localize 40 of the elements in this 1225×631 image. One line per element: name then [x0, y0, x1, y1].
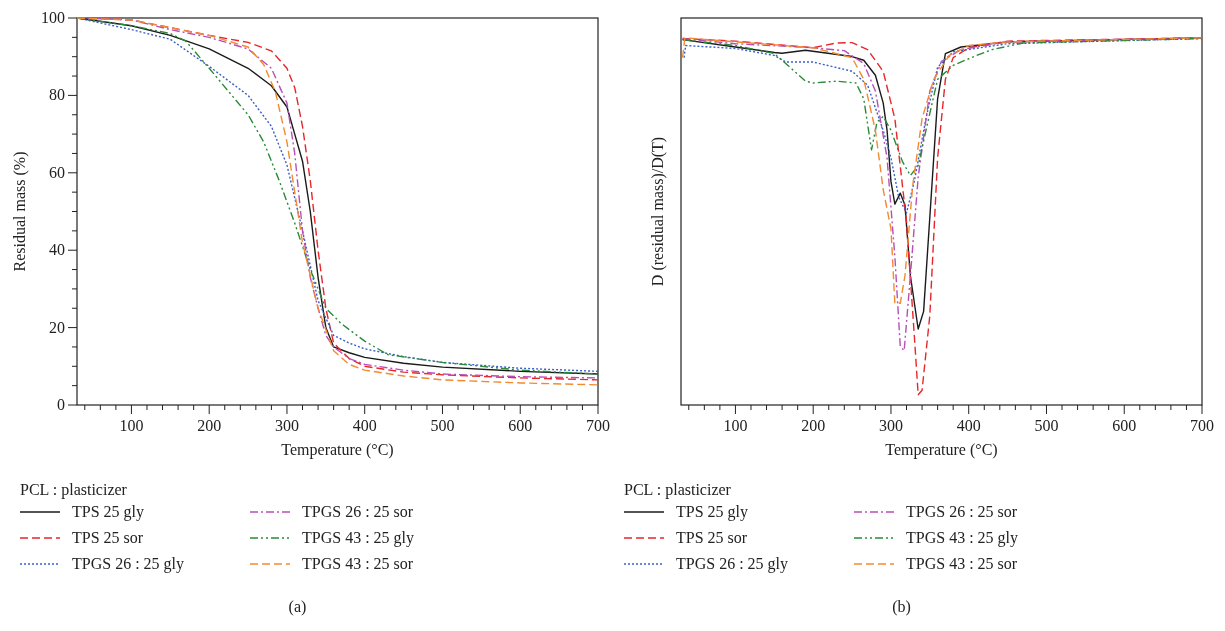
y-tick-label: 20 [49, 318, 65, 336]
legend-label: TPS 25 gly [676, 503, 749, 521]
y-tick-label: 60 [49, 163, 65, 181]
y-tick-label: 100 [41, 9, 65, 26]
legend-label: TPS 25 gly [72, 503, 145, 521]
x-tick-label: 700 [1190, 417, 1214, 434]
legend-label: TPGS 26 : 25 sor [302, 503, 414, 520]
x-axis-title: Temperature (°C) [281, 441, 394, 459]
legend-title: PCL : plasticizer [624, 481, 732, 499]
y-axis-title: D (residual mass)/D(T) [649, 136, 667, 287]
legend-label: TPGS 26 : 25 gly [72, 555, 185, 573]
text: (a) [288, 598, 307, 616]
x-tick-label: 200 [801, 417, 826, 434]
x-tick-label: 600 [508, 417, 533, 434]
x-tick-label: 500 [430, 417, 455, 434]
legend-label: TPS 25 sor [676, 529, 748, 546]
x-tick-label: 400 [956, 417, 981, 434]
x-tick-label: 300 [274, 417, 299, 434]
text: (b) [892, 598, 911, 616]
legend-label: TPGS 43 : 25 sor [906, 555, 1018, 572]
y-axis-title: Residual mass (%) [11, 151, 29, 272]
x-tick-label: 100 [119, 417, 144, 434]
y-tick-label: 80 [49, 86, 65, 104]
legend-label: TPGS 43 : 25 sor [302, 555, 414, 572]
x-tick-label: 700 [586, 417, 610, 434]
legend-label: TPGS 43 : 25 gly [906, 529, 1019, 547]
x-tick-label: 100 [723, 417, 748, 434]
y-tick-label: 40 [49, 241, 65, 259]
legend-label: TPGS 26 : 25 gly [676, 555, 789, 573]
legend-label: TPGS 43 : 25 gly [302, 529, 415, 547]
x-tick-label: 200 [197, 417, 222, 434]
legend-label: TPGS 26 : 25 sor [906, 503, 1018, 520]
x-tick-label: 400 [352, 417, 377, 434]
legend-title: PCL : plasticizer [20, 481, 128, 499]
y-tick-label: 0 [57, 396, 65, 413]
x-tick-label: 300 [878, 417, 903, 434]
x-tick-label: 500 [1034, 417, 1059, 434]
x-axis-title: Temperature (°C) [885, 441, 998, 459]
x-tick-label: 600 [1112, 417, 1137, 434]
legend-label: TPS 25 sor [72, 529, 144, 546]
